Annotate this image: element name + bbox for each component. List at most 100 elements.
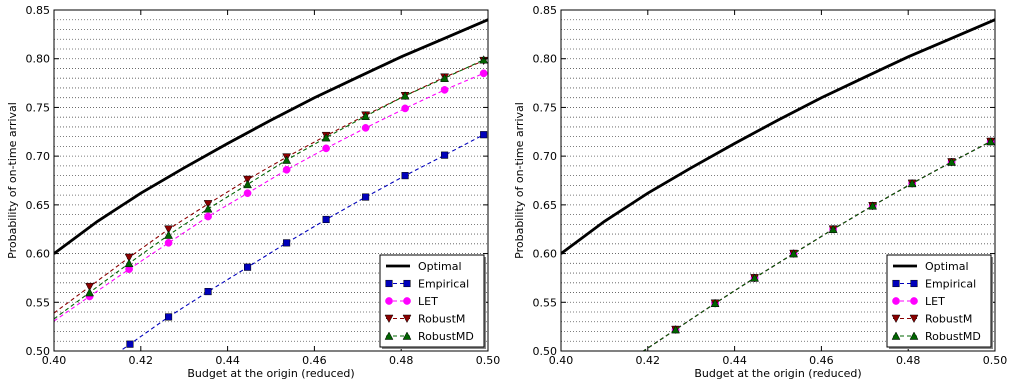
- y-tick-label: 0.70: [533, 150, 558, 163]
- legend-marker: [385, 279, 393, 288]
- x-tick-label: 0.46: [302, 354, 327, 367]
- y-tick-label: 0.75: [26, 101, 51, 114]
- series-line: [642, 141, 991, 351]
- legend-label: RobustM: [925, 313, 972, 326]
- data-point: [401, 172, 409, 180]
- y-tick-label: 0.65: [533, 199, 558, 212]
- legend-marker: [891, 314, 901, 324]
- x-tick-label: 0.46: [809, 354, 834, 367]
- legend-entry: Optimal: [386, 260, 462, 273]
- legend-box: [379, 254, 485, 348]
- legend-marker: [892, 297, 900, 305]
- y-tick-label: 0.85: [533, 4, 558, 17]
- y-tick-label: 0.75: [533, 101, 558, 114]
- legend-label: LET: [418, 295, 438, 308]
- data-point: [441, 151, 449, 159]
- y-tick-label: 0.65: [26, 199, 51, 212]
- series-robustmd: [642, 136, 995, 351]
- y-tick-label: 0.55: [26, 296, 51, 309]
- legend-marker: [909, 331, 919, 340]
- legend-entry: RobustMD: [891, 330, 981, 343]
- plot-area: [54, 18, 488, 351]
- legend-entry: LET: [892, 295, 945, 308]
- x-axis-label: Budget at the origin (reduced): [187, 367, 354, 380]
- legend-label: RobustMD: [418, 330, 474, 343]
- legend-marker: [909, 314, 919, 324]
- x-tick-label: 0.44: [722, 354, 747, 367]
- x-axis-label: Budget at the origin (reduced): [694, 367, 861, 380]
- series-line: [54, 72, 484, 322]
- data-point: [243, 189, 252, 198]
- series-line: [54, 18, 488, 255]
- series-robustmd: [54, 55, 488, 320]
- x-tick-label: 0.44: [215, 354, 240, 367]
- data-point: [243, 175, 252, 185]
- data-point: [126, 340, 134, 348]
- data-point: [480, 131, 488, 139]
- data-point: [947, 157, 957, 166]
- data-point: [479, 55, 488, 64]
- y-tick-label: 0.50: [26, 345, 51, 358]
- x-tick-label: 0.50: [476, 354, 501, 367]
- legend-label: Empirical: [418, 278, 469, 291]
- plot-frame: [560, 9, 996, 352]
- legend-marker: [402, 331, 412, 340]
- legend-label: LET: [925, 295, 945, 308]
- data-point: [282, 165, 291, 174]
- data-point: [203, 200, 213, 209]
- legend-entry: Empirical: [385, 278, 469, 291]
- legend-entry: LET: [385, 295, 438, 308]
- data-point: [282, 155, 292, 164]
- data-point: [322, 144, 330, 153]
- data-point: [283, 239, 291, 247]
- data-point: [868, 201, 878, 210]
- data-point: [164, 230, 173, 239]
- data-point: [440, 73, 450, 82]
- y-axis-label: Probability of on-time arrival: [513, 102, 526, 259]
- series-empirical: [119, 131, 488, 351]
- data-point: [164, 225, 173, 234]
- data-point: [479, 69, 488, 78]
- data-point: [440, 86, 449, 94]
- legend-entry: Empirical: [892, 278, 976, 291]
- data-point: [165, 313, 173, 321]
- legend-marker: [910, 279, 918, 288]
- y-tick-label: 0.60: [533, 248, 558, 261]
- data-point: [710, 298, 720, 308]
- y-tick-label: 0.80: [26, 53, 51, 66]
- y-tick-label: 0.70: [26, 150, 51, 163]
- data-point: [124, 253, 134, 262]
- legend-marker: [403, 279, 411, 288]
- legend-label: Optimal: [418, 260, 462, 273]
- chart-panel-1: 0.50 0.55 0.60 0.65 0.70 0.75 0.80 0.85 0.40 0.42…: [6, 4, 501, 380]
- legend-label: Empirical: [925, 278, 976, 291]
- legend-label: Optimal: [925, 260, 969, 273]
- data-point: [203, 204, 213, 213]
- legend-entry: RobustM: [891, 313, 972, 326]
- series-optimal: [561, 18, 995, 255]
- legend-marker: [892, 279, 900, 288]
- x-tick-label: 0.42: [636, 354, 661, 367]
- data-point: [400, 91, 410, 100]
- y-tick-label: 0.85: [26, 4, 51, 17]
- legend-marker: [891, 331, 901, 340]
- x-tick-label: 0.48: [389, 354, 414, 367]
- legend-entry: Optimal: [893, 260, 969, 273]
- data-point: [85, 282, 95, 292]
- legend-marker: [384, 331, 394, 340]
- data-point: [401, 104, 409, 113]
- series-line: [54, 59, 484, 320]
- legend-marker: [402, 314, 412, 324]
- legend: Optimal Empirical LET RobustM RobustMD: [379, 254, 486, 349]
- data-point: [362, 193, 370, 201]
- data-point: [361, 111, 371, 120]
- data-point: [85, 288, 95, 297]
- y-tick-label: 0.50: [533, 345, 558, 358]
- data-point: [204, 212, 212, 221]
- plot-area: [561, 18, 995, 351]
- plot-frame: [53, 9, 489, 352]
- data-point: [361, 124, 370, 132]
- data-point: [243, 179, 252, 189]
- y-tick-label: 0.80: [533, 53, 558, 66]
